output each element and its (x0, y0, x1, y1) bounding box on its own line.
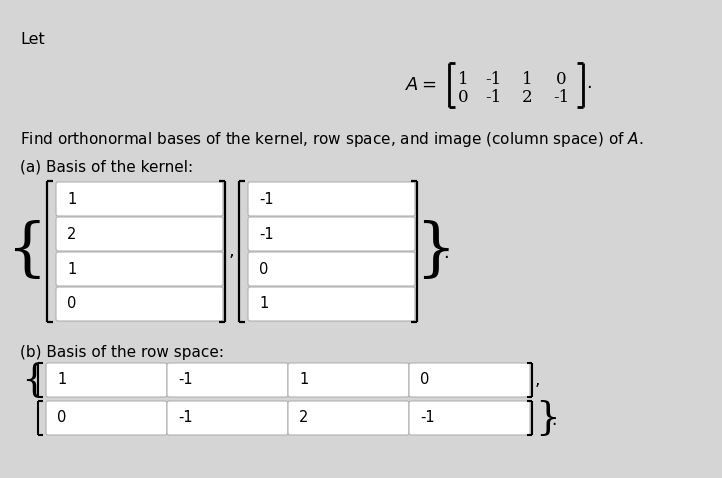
FancyBboxPatch shape (248, 287, 415, 321)
Text: 1: 1 (67, 192, 77, 206)
FancyBboxPatch shape (167, 401, 288, 435)
Text: -1: -1 (553, 89, 569, 106)
FancyBboxPatch shape (167, 363, 288, 397)
Text: 0: 0 (420, 372, 430, 388)
FancyBboxPatch shape (248, 217, 415, 251)
FancyBboxPatch shape (409, 401, 530, 435)
Text: }: } (414, 221, 456, 282)
FancyBboxPatch shape (56, 252, 223, 286)
FancyBboxPatch shape (56, 182, 223, 216)
FancyBboxPatch shape (248, 252, 415, 286)
Text: Find orthonormal bases of the kernel, row space, and image (column space) of $A$: Find orthonormal bases of the kernel, ro… (20, 130, 643, 149)
FancyBboxPatch shape (46, 401, 167, 435)
Text: .: . (586, 74, 592, 92)
Text: 2: 2 (299, 411, 308, 425)
Text: (a) Basis of the kernel:: (a) Basis of the kernel: (20, 160, 193, 175)
Text: -1: -1 (259, 227, 274, 241)
Text: 0: 0 (67, 296, 77, 312)
Text: 1: 1 (522, 71, 532, 88)
Text: 2: 2 (522, 89, 532, 106)
FancyBboxPatch shape (288, 401, 409, 435)
FancyBboxPatch shape (56, 287, 223, 321)
Text: 2: 2 (67, 227, 77, 241)
Text: -1: -1 (178, 372, 193, 388)
FancyBboxPatch shape (288, 363, 409, 397)
Text: {: { (21, 361, 45, 399)
Text: -1: -1 (485, 71, 501, 88)
Text: }: } (535, 400, 560, 436)
Text: 0: 0 (57, 411, 66, 425)
Text: -1: -1 (485, 89, 501, 106)
FancyBboxPatch shape (409, 363, 530, 397)
Text: 0: 0 (458, 89, 469, 106)
Text: -1: -1 (178, 411, 193, 425)
Text: ,: , (229, 242, 235, 261)
Text: 1: 1 (299, 372, 308, 388)
Text: -1: -1 (420, 411, 435, 425)
Text: $A = $: $A = $ (405, 76, 437, 94)
Text: -1: -1 (259, 192, 274, 206)
Text: {: { (6, 221, 46, 282)
FancyBboxPatch shape (46, 363, 167, 397)
FancyBboxPatch shape (248, 182, 415, 216)
Text: .: . (551, 411, 556, 429)
Text: ,: , (535, 371, 540, 389)
Text: 1: 1 (67, 261, 77, 276)
Text: 0: 0 (259, 261, 269, 276)
Text: 1: 1 (57, 372, 66, 388)
Text: 0: 0 (556, 71, 566, 88)
Text: Let: Let (20, 32, 45, 47)
Text: 1: 1 (259, 296, 269, 312)
Text: 1: 1 (458, 71, 469, 88)
Text: .: . (443, 245, 449, 262)
FancyBboxPatch shape (56, 217, 223, 251)
Text: (b) Basis of the row space:: (b) Basis of the row space: (20, 345, 224, 360)
